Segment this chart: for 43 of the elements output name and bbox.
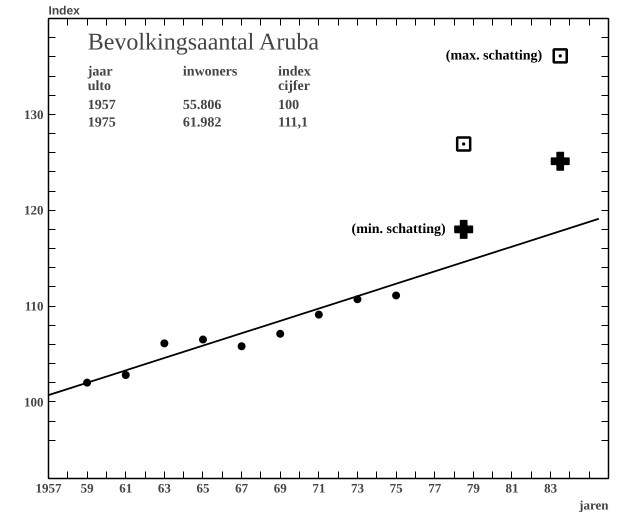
- x-tick-label: 83: [544, 480, 558, 496]
- x-tick-label: 71: [312, 480, 326, 496]
- annotation: 1975: [88, 115, 116, 130]
- x-tick-label: 69: [274, 480, 288, 496]
- series-label: (max. schatting): [446, 48, 543, 64]
- point: [550, 152, 570, 171]
- annotation: 61.982: [182, 115, 222, 130]
- x-axis-title: jaren: [578, 498, 610, 512]
- y-tick-label: 110: [24, 298, 44, 314]
- series-label: (min. schatting): [352, 222, 446, 237]
- point: [392, 291, 400, 300]
- chart-title: Bevolkingsaantal Aruba: [88, 29, 320, 56]
- x-tick-label: 63: [158, 480, 172, 496]
- y-tick-label: 120: [24, 202, 44, 218]
- annotation: inwoners: [182, 64, 238, 80]
- y-axis-title: Index: [48, 4, 80, 18]
- point: [276, 330, 284, 338]
- point: [238, 342, 246, 350]
- annotation: 55.806: [182, 98, 222, 113]
- point: [456, 136, 472, 152]
- annotation: 100: [278, 98, 300, 113]
- point: [314, 310, 323, 319]
- point: [198, 336, 207, 344]
- x-tick-label: 59: [80, 480, 94, 496]
- x-tick-label: 73: [350, 480, 364, 496]
- point: [122, 371, 130, 379]
- x-tick-label: 65: [196, 480, 210, 496]
- annotation: 111,1: [278, 115, 308, 130]
- point: [552, 48, 568, 64]
- x-tick-label: 61: [119, 480, 132, 496]
- x-tick-label: 1957: [36, 480, 62, 496]
- point: [454, 220, 474, 239]
- x-tick-label: 79: [466, 480, 480, 496]
- annotation: index cijfer: [278, 64, 311, 94]
- x-tick-label: 75: [390, 480, 404, 496]
- y-tick-label: 130: [24, 106, 44, 122]
- point: [160, 339, 168, 348]
- annotation: jaar ulto: [86, 64, 113, 94]
- y-tick-label: 100: [24, 394, 44, 410]
- x-tick-label: 81: [505, 480, 518, 496]
- x-tick-label: 77: [428, 480, 442, 496]
- annotation: 1957: [88, 98, 116, 113]
- x-tick-label: 67: [235, 480, 249, 496]
